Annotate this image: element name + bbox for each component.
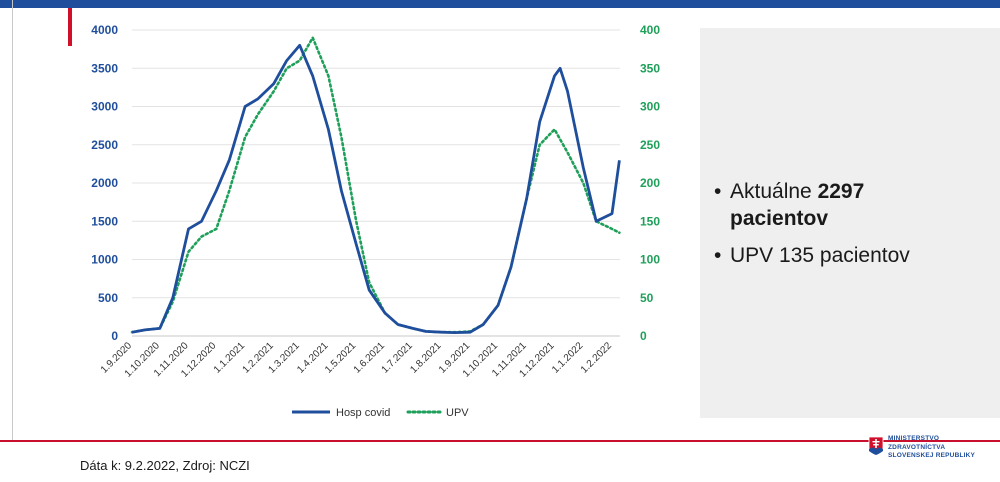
logo-line-3: SLOVENSKEJ REPUBLIKY — [888, 452, 976, 459]
left-axis-tick-label: 2000 — [91, 176, 118, 190]
left-axis-tick-label: 3000 — [91, 100, 118, 114]
right-axis-tick-label: 200 — [640, 176, 660, 190]
right-axis-tick-label: 350 — [640, 61, 660, 75]
right-axis-tick-label: 250 — [640, 138, 660, 152]
logo-line-1: MINISTERSTVO — [888, 435, 940, 442]
left-axis-tick-label: 0 — [111, 329, 118, 343]
right-axis-tick-label: 300 — [640, 100, 660, 114]
legend-label-hosp-covid: Hosp covid — [336, 407, 390, 419]
left-axis-tick-label: 2500 — [91, 138, 118, 152]
upv-text: UPV 135 pacientov — [730, 244, 910, 267]
left-axis-tick-label: 4000 — [91, 23, 118, 37]
legend-label-upv: UPV — [446, 407, 469, 419]
right-axis-tick-label: 50 — [640, 291, 654, 305]
logo-line-2: ZDRAVOTNÍCTVA — [888, 444, 946, 451]
series-line-upv — [130, 34, 621, 334]
footer-divider — [0, 440, 1000, 442]
summary-panel: • Aktuálne 2297 pacientov • UPV 135 paci… — [700, 28, 1000, 418]
title-accent-bar — [68, 8, 72, 46]
left-axis-tick-label: 1000 — [91, 253, 118, 267]
left-axis-tick-label: 500 — [98, 291, 118, 305]
left-axis-tick-label: 1500 — [91, 214, 118, 228]
slovak-coat-of-arms-icon — [868, 436, 884, 456]
series-line-hosp-covid — [131, 43, 621, 334]
bullet-dot-icon: • — [714, 180, 722, 203]
top-banner-bar — [0, 0, 1000, 8]
current-count: 2297 — [817, 180, 865, 203]
current-unit: pacientov — [730, 207, 829, 230]
left-divider-line — [12, 0, 13, 440]
x-axis-tick-label: 1.2.2022 — [579, 340, 615, 376]
right-axis-tick-label: 100 — [640, 253, 660, 267]
data-source-note: Dáta k: 9.2.2022, Zdroj: NCZI — [80, 458, 250, 473]
left-axis-tick-label: 3500 — [91, 61, 118, 75]
bullet-dot-icon: • — [714, 244, 722, 267]
ministry-logo: MINISTERSTVO ZDRAVOTNÍCTVA SLOVENSKEJ RE… — [868, 430, 998, 460]
right-axis-tick-label: 150 — [640, 214, 660, 228]
right-axis-tick-label: 0 — [640, 329, 647, 343]
current-label: Aktuálne — [730, 180, 818, 203]
hospitalization-chart: 0 500 1000 1500 2000 2500 3000 3500 4000 0 50 100 15… — [91, 23, 660, 419]
right-axis-tick-label: 400 — [640, 23, 660, 37]
